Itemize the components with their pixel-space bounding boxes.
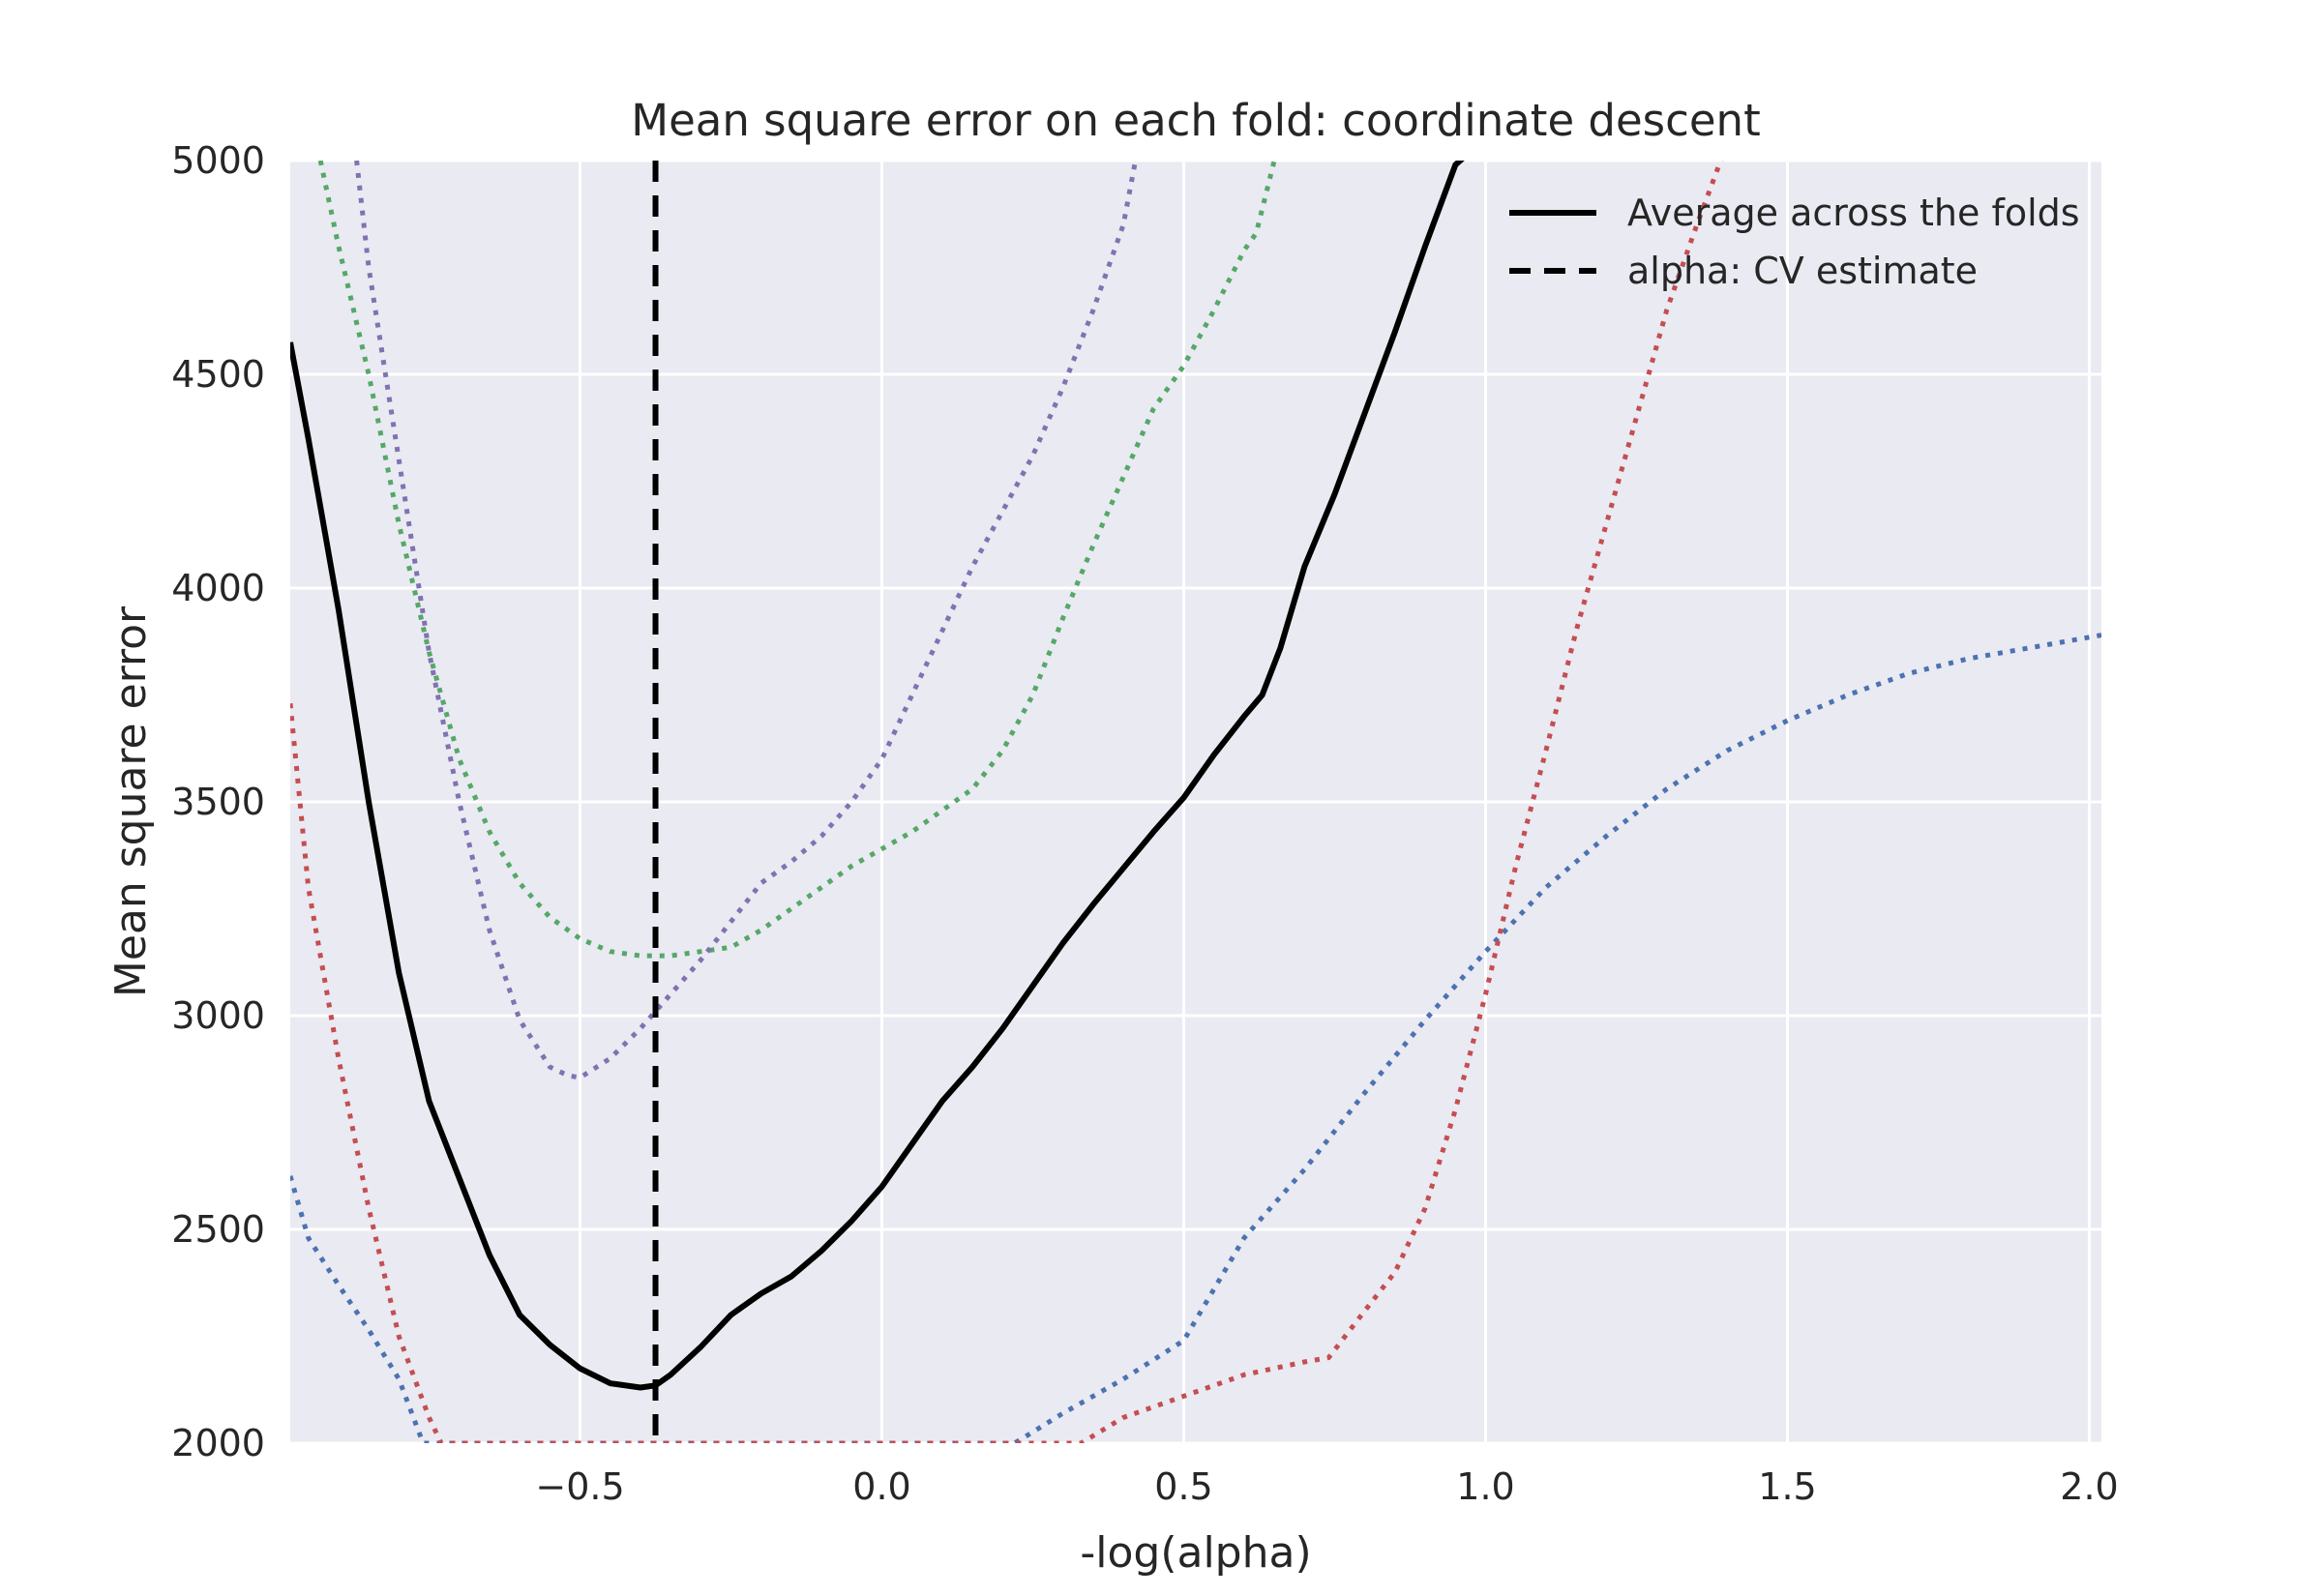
average-series-line — [290, 161, 1465, 1391]
legend: Average across the folds alpha: CV estima… — [1509, 192, 2080, 292]
x-tick-label: 2.0 — [2060, 1465, 2118, 1508]
fold-series-line — [290, 161, 1724, 1443]
legend-label: alpha: CV estimate — [1627, 250, 1978, 292]
x-axis-label: -log(alpha) — [1080, 1528, 1311, 1578]
x-tick-label: 1.0 — [1456, 1465, 1514, 1508]
x-tick-label: 1.5 — [1758, 1465, 1816, 1508]
fold-series-line — [317, 161, 1277, 959]
y-tick-label: 4500 — [171, 353, 265, 396]
chart-title: Mean square error on each fold: coordina… — [631, 95, 1760, 146]
x-tick-label: 0.5 — [1154, 1465, 1212, 1508]
x-tick-label: 0.0 — [852, 1465, 910, 1508]
y-tick-label: 4000 — [171, 567, 265, 609]
y-axis-label: Mean square error — [106, 606, 156, 997]
legend-label: Average across the folds — [1627, 192, 2080, 234]
tick-labels: −0.5 0.0 0.5 1.0 1.5 2.0 2000 2500 3000 3500 4000 4… — [171, 139, 2118, 1508]
x-tick-label: −0.5 — [535, 1465, 624, 1508]
y-tick-label: 3000 — [171, 994, 265, 1037]
y-tick-label: 5000 — [171, 139, 265, 182]
y-tick-label: 2000 — [171, 1422, 265, 1464]
fold-series-line — [354, 161, 1139, 1080]
series-layer — [290, 161, 2101, 1443]
fold-series-line — [290, 633, 2101, 1443]
y-tick-label: 2500 — [171, 1208, 265, 1251]
y-tick-label: 3500 — [171, 781, 265, 823]
